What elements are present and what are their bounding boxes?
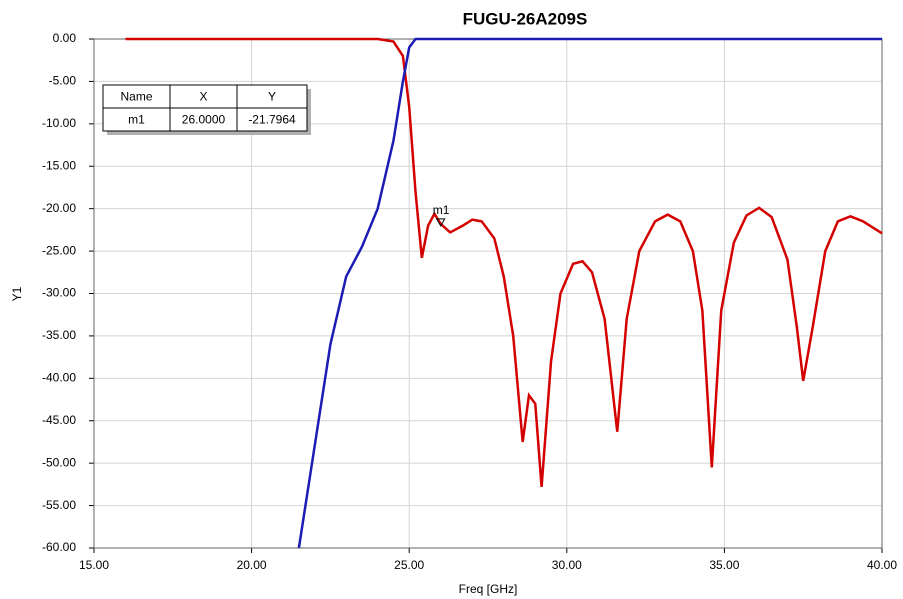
x-axis-label: Freq [GHz]: [459, 582, 518, 596]
x-tick-label: 35.00: [709, 558, 739, 572]
marker-label: m1: [433, 203, 450, 217]
y-tick-label: -35.00: [42, 328, 76, 342]
y-axis-label: Y1: [10, 286, 24, 301]
table-cell: -21.7964: [248, 113, 296, 127]
chart-title: FUGU-26A209S: [463, 9, 588, 28]
y-tick-label: -40.00: [42, 371, 76, 385]
y-tick-label: -55.00: [42, 498, 76, 512]
x-tick-label: 15.00: [79, 558, 109, 572]
table-header: Y: [268, 90, 276, 104]
series-line: [297, 37, 882, 549]
x-tick-label: 40.00: [867, 558, 897, 572]
y-tick-label: -20.00: [42, 201, 76, 215]
x-tick-label: 25.00: [394, 558, 424, 572]
y-tick-label: -30.00: [42, 286, 76, 300]
y-tick-label: -15.00: [42, 158, 76, 172]
y-tick-label: 0.00: [53, 31, 77, 45]
table-cell: 26.0000: [182, 113, 226, 127]
y-tick-label: -60.00: [42, 540, 76, 554]
series-line: [125, 37, 883, 488]
y-tick-label: -45.00: [42, 413, 76, 427]
y-tick-label: -10.00: [42, 116, 76, 130]
table-header: X: [199, 90, 207, 104]
x-tick-label: 20.00: [237, 558, 267, 572]
y-tick-label: -50.00: [42, 455, 76, 469]
x-tick-label: 30.00: [552, 558, 582, 572]
y-tick-label: -25.00: [42, 243, 76, 257]
table-cell: m1: [128, 113, 145, 127]
marker: [435, 218, 446, 227]
y-tick-label: -5.00: [49, 74, 77, 88]
table-header: Name: [120, 90, 152, 104]
